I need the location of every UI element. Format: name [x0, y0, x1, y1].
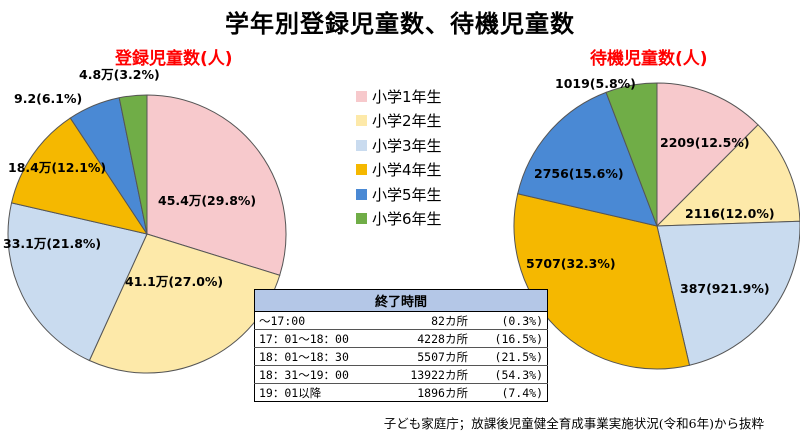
registered-pie-data-label: 33.1万(21.8%)	[3, 236, 101, 251]
legend-swatch	[356, 115, 367, 127]
time-range-cell: 18：31〜19：00	[253, 365, 385, 384]
registered-pie-slice-6	[118, 94, 148, 235]
waiting-pie-slice-5	[517, 91, 658, 227]
waiting-pie-data-label: 387(921.9%)	[680, 281, 770, 296]
percent-cell: (54.3%)	[471, 365, 548, 384]
waiting-pie-data-label: 2756(15.6%)	[534, 166, 624, 181]
registered-pie-data-label: 45.4万(29.8%)	[158, 193, 256, 208]
percent-cell: (7.4%)	[471, 383, 548, 402]
count-cell: 1896カ所	[384, 383, 472, 402]
waiting-pie-data-label: 2209(12.5%)	[660, 135, 750, 150]
time-range-cell: 17：01〜18：00	[253, 329, 385, 348]
legend: 小学1年生 小学2年生 小学3年生 小学4年生 小学5年生 小学6年生	[356, 84, 442, 231]
table-row: 19：01以降 1896カ所 (7.4%)	[253, 383, 548, 402]
waiting-pie-data-label: 2116(12.0%)	[685, 206, 775, 221]
registered-pie-slice-4	[10, 117, 149, 235]
legend-item: 小学6年生	[356, 207, 442, 232]
waiting-pie-slice-6	[605, 82, 658, 227]
legend-swatch	[356, 139, 367, 151]
registered-chart-title: 登録児童数(人)	[115, 49, 233, 69]
legend-item: 小学1年生	[356, 84, 442, 109]
legend-item: 小学2年生	[356, 109, 442, 134]
legend-label: 小学2年生	[372, 112, 442, 131]
registered-pie-data-label: 41.1万(27.0%)	[125, 274, 223, 289]
legend-label: 小学6年生	[372, 210, 442, 229]
legend-label: 小学5年生	[372, 185, 442, 204]
count-cell: 4228カ所	[384, 329, 472, 348]
waiting-pie-data-label: 5707(32.3%)	[526, 256, 616, 271]
waiting-pie-slice-3	[656, 220, 800, 366]
table-row: 18：01〜18：30 5507カ所 (21.5%)	[253, 347, 548, 366]
legend-label: 小学3年生	[372, 136, 442, 155]
legend-label: 小学1年生	[372, 87, 442, 106]
time-range-cell: 19：01以降	[253, 383, 385, 402]
registered-pie-data-label: 4.8万(3.2%)	[79, 67, 160, 82]
legend-swatch	[356, 164, 367, 176]
legend-item: 小学4年生	[356, 158, 442, 183]
registered-pie-data-label: 18.4万(12.1%)	[8, 160, 106, 175]
waiting-chart-title: 待機児童数(人)	[590, 49, 708, 69]
main-title: 学年別登録児童数、待機児童数	[225, 10, 575, 38]
registered-pie-slice-1	[146, 94, 287, 276]
legend-swatch	[356, 213, 367, 225]
table-row: 〜17:00 82カ所 (0.3%)	[253, 311, 548, 330]
legend-swatch	[356, 188, 367, 200]
time-range-cell: 18：01〜18：30	[253, 347, 385, 366]
table-row: 18：31〜19：00 13922カ所 (54.3%)	[253, 365, 548, 384]
waiting-pie-slice-1	[656, 82, 759, 228]
percent-cell: (0.3%)	[471, 311, 548, 330]
table-header-row: 終了時間	[254, 289, 548, 312]
count-cell: 5507カ所	[384, 347, 472, 366]
end-time-table: 終了時間 〜17:00 82カ所 (0.3%) 17：01〜18：00 4228…	[253, 289, 548, 402]
source-note: 子ども家庭庁；放課後児童健全育成事業実施状況(令和6年)から抜粋	[383, 416, 764, 431]
count-cell: 13922カ所	[384, 365, 472, 384]
time-range-cell: 〜17:00	[253, 311, 385, 330]
percent-cell: (21.5%)	[471, 347, 548, 366]
registered-pie-slice-3	[7, 202, 148, 362]
waiting-pie-data-label: 1019(5.8%)	[555, 76, 636, 91]
legend-label: 小学4年生	[372, 161, 442, 180]
count-cell: 82カ所	[384, 311, 472, 330]
table-title: 終了時間	[254, 289, 548, 312]
legend-swatch	[356, 90, 367, 102]
registered-pie-data-label: 9.2(6.1%)	[14, 91, 82, 106]
legend-item: 小学3年生	[356, 133, 442, 158]
percent-cell: (16.5%)	[471, 329, 548, 348]
waiting-pie-slice-4	[513, 193, 691, 370]
table-row: 17：01〜18：00 4228カ所 (16.5%)	[253, 329, 548, 348]
legend-item: 小学5年生	[356, 182, 442, 207]
